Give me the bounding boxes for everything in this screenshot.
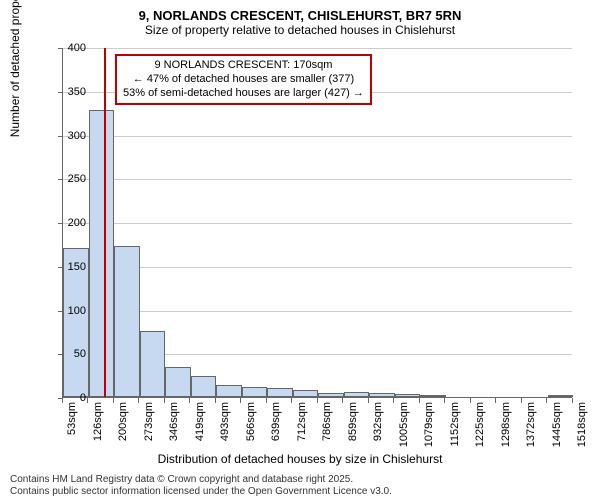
y-tick-label: 300 [46,130,86,142]
x-tick-label: 932sqm [372,402,384,462]
chart-title: 9, NORLANDS CRESCENT, CHISLEHURST, BR7 5… [0,0,600,23]
x-tick-mark [266,398,267,403]
x-tick-label: 1152sqm [449,402,461,462]
x-tick-mark [368,398,369,403]
x-tick-mark [189,398,190,403]
x-tick-label: 1225sqm [474,402,486,462]
x-tick-label: 346sqm [168,402,180,462]
histogram-bar [318,393,344,397]
y-tick-label: 100 [46,305,86,317]
histogram-bar [395,394,421,398]
x-tick-mark [572,398,573,403]
x-tick-label: 1518sqm [576,402,588,462]
histogram-bar [267,388,293,397]
plot-area: 9 NORLANDS CRESCENT: 170sqm ← 47% of det… [62,48,572,398]
x-tick-mark [470,398,471,403]
chart-container: 9, NORLANDS CRESCENT, CHISLEHURST, BR7 5… [0,0,600,500]
x-tick-label: 1372sqm [525,402,537,462]
histogram-bar [89,110,115,397]
x-tick-label: 53sqm [66,402,78,462]
histogram-bar [114,246,140,397]
histogram-bar [369,393,395,397]
x-tick-mark [317,398,318,403]
annotation-line2: ← 47% of detached houses are smaller (37… [123,73,364,87]
x-tick-mark [113,398,114,403]
x-tick-label: 1005sqm [398,402,410,462]
x-tick-label: 1445sqm [551,402,563,462]
x-tick-mark [62,398,63,403]
annotation-line3: 53% of semi-detached houses are larger (… [123,87,364,101]
annotation-box: 9 NORLANDS CRESCENT: 170sqm ← 47% of det… [115,54,372,105]
y-tick-label: 250 [46,173,86,185]
y-axis-label: Number of detached properties [8,0,22,137]
x-tick-label: 419sqm [194,402,206,462]
x-tick-label: 859sqm [347,402,359,462]
x-tick-mark [138,398,139,403]
x-tick-mark [342,398,343,403]
histogram-bar [140,331,166,397]
histogram-bar [293,390,319,397]
x-tick-label: 712sqm [296,402,308,462]
x-tick-label: 639sqm [270,402,282,462]
histogram-bar [191,376,217,397]
x-tick-label: 1079sqm [423,402,435,462]
x-tick-mark [419,398,420,403]
marker-line [104,48,106,397]
histogram-bar [548,395,574,397]
histogram-bar [344,392,370,397]
x-tick-label: 200sqm [117,402,129,462]
x-tick-mark [87,398,88,403]
y-tick-label: 50 [46,348,86,360]
x-tick-label: 1298sqm [500,402,512,462]
y-tick-label: 400 [46,42,86,54]
x-tick-mark [240,398,241,403]
footer-line1: Contains HM Land Registry data © Crown c… [10,474,392,486]
x-tick-mark [546,398,547,403]
x-tick-label: 273sqm [143,402,155,462]
x-tick-mark [393,398,394,403]
gridline [63,48,572,49]
x-tick-mark [164,398,165,403]
histogram-bar [165,367,191,397]
x-tick-mark [495,398,496,403]
gridline [63,136,572,137]
x-tick-mark [291,398,292,403]
footer-text: Contains HM Land Registry data © Crown c… [10,474,392,498]
gridline [63,179,572,180]
y-tick-label: 350 [46,86,86,98]
chart-subtitle: Size of property relative to detached ho… [0,23,600,41]
y-tick-label: 200 [46,217,86,229]
footer-line2: Contains public sector information licen… [10,486,392,498]
x-tick-label: 566sqm [245,402,257,462]
x-tick-label: 786sqm [321,402,333,462]
x-tick-mark [521,398,522,403]
x-tick-mark [215,398,216,403]
x-tick-label: 126sqm [92,402,104,462]
x-tick-label: 493sqm [219,402,231,462]
histogram-bar [242,387,268,397]
annotation-line1: 9 NORLANDS CRESCENT: 170sqm [123,59,364,73]
y-tick-label: 150 [46,261,86,273]
gridline [63,223,572,224]
histogram-bar [420,395,446,397]
x-tick-mark [444,398,445,403]
histogram-bar [216,385,242,397]
